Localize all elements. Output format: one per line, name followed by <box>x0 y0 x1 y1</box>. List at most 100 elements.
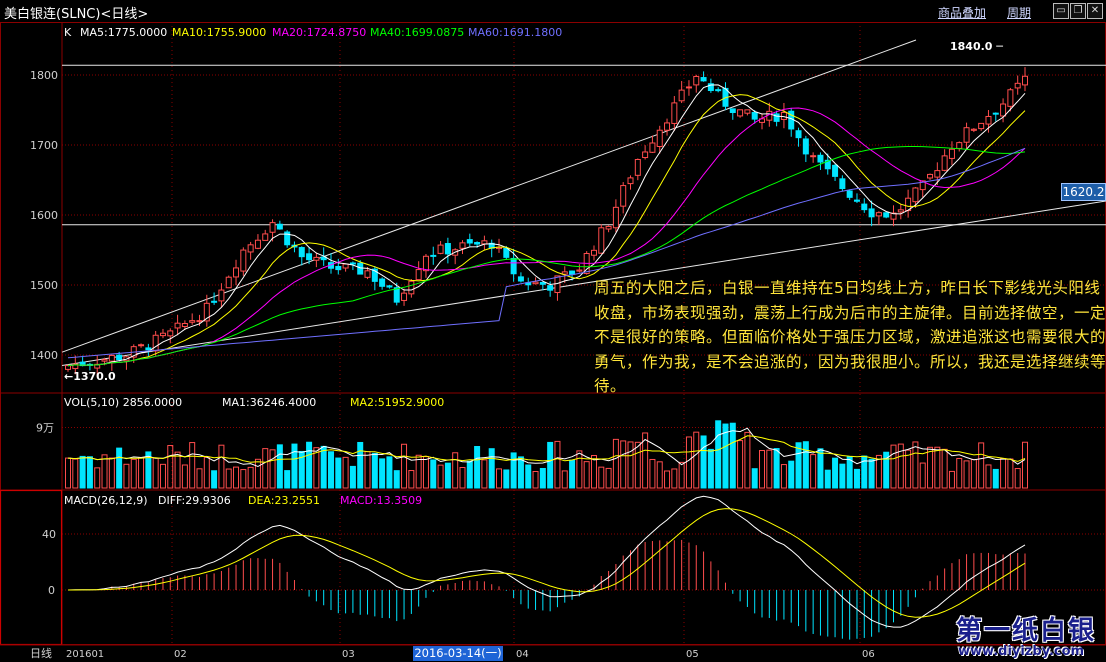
candle-body <box>167 330 174 337</box>
volume-bar <box>357 441 364 489</box>
volume-bar <box>327 451 334 489</box>
volume-bar <box>810 454 817 489</box>
volume-bar <box>948 470 955 489</box>
candle-body <box>335 265 342 271</box>
candle-body <box>693 75 700 86</box>
volume-bar <box>576 450 583 489</box>
volume-bar <box>145 451 152 489</box>
candle-body <box>561 271 568 275</box>
candle-body <box>342 263 349 269</box>
high-annotation: 1840.0 ─ <box>950 40 1003 53</box>
cursor-date: 2016-03-14(一) <box>413 646 503 661</box>
volume-bar <box>715 420 722 489</box>
macd-histogram <box>74 539 1026 640</box>
volume-bar <box>685 436 692 489</box>
candle-body <box>934 170 941 178</box>
volume-bar <box>751 468 758 489</box>
x-tick-label: 03 <box>342 649 355 660</box>
ma5-line <box>67 84 1026 367</box>
period-link[interactable]: 周期 <box>1007 6 1032 20</box>
volume-bar <box>620 440 627 489</box>
candle-body <box>802 138 809 155</box>
volume-bar <box>342 456 349 489</box>
candle-body <box>1000 103 1007 117</box>
restore-icon[interactable]: ❐ <box>1070 3 1086 19</box>
watermark-url: www.diyizby.com <box>958 644 1085 659</box>
volume-bar <box>963 460 970 489</box>
candle-body <box>225 276 232 289</box>
volume-bar <box>386 456 393 489</box>
volume-bar <box>72 458 79 489</box>
volume-bar <box>444 462 451 489</box>
candle-body <box>510 257 517 275</box>
candle-body <box>159 332 166 337</box>
volume-bar <box>298 450 305 489</box>
candle-body <box>276 223 283 230</box>
candle-body <box>262 233 269 241</box>
candle-body <box>313 256 320 261</box>
minimize-icon[interactable]: ▭ <box>1053 3 1069 19</box>
volume-bar <box>86 456 93 489</box>
x-tick-label: 05 <box>686 649 699 660</box>
candle-body <box>590 249 597 256</box>
volume-bar <box>116 447 123 489</box>
candle-body <box>707 83 714 92</box>
candle-body <box>620 185 627 207</box>
indicator-label: MA2:51952.9000 <box>350 396 444 409</box>
candle-body <box>547 285 554 291</box>
volume-bar <box>934 446 941 489</box>
candle-body <box>269 222 276 233</box>
candle-body <box>240 249 247 272</box>
volume-bar <box>313 447 320 489</box>
candle-body <box>927 173 934 179</box>
candle-body <box>671 102 678 124</box>
volume-bar <box>678 461 685 489</box>
x-tick-label: 06 <box>862 649 875 660</box>
volume-bar <box>196 468 203 489</box>
ma10-line <box>67 94 1026 367</box>
volume-bar <box>138 457 145 489</box>
volume-bar <box>649 458 656 489</box>
volume-bar <box>503 469 510 489</box>
candle-body <box>116 354 123 361</box>
candle-body <box>948 148 955 159</box>
volume-bar <box>94 467 101 489</box>
candle-body <box>605 225 612 230</box>
volume-bar <box>291 443 298 489</box>
candle-body <box>897 209 904 213</box>
volume-bar <box>927 446 934 489</box>
candle-body <box>956 142 963 149</box>
candle-body <box>196 320 203 323</box>
overlay-link[interactable]: 商品叠加 <box>938 6 987 20</box>
volume-bar <box>276 444 283 489</box>
volume-bar <box>1007 458 1014 489</box>
volume-bar <box>590 455 597 489</box>
volume-bar <box>883 451 890 489</box>
candle-body <box>320 256 327 261</box>
volume-bar <box>846 456 853 489</box>
volume-bar <box>474 446 481 489</box>
volume-bar <box>554 440 561 489</box>
volume-bar <box>349 465 356 489</box>
close-icon[interactable]: ✕ <box>1087 3 1103 19</box>
indicator-label: MA60:1691.1800 <box>468 26 562 39</box>
volume-bar <box>737 440 744 489</box>
candle-body <box>656 129 663 147</box>
candle-body <box>466 239 473 244</box>
candle-body <box>481 240 488 245</box>
analysis-text: 周五的大阳之后，白银一直维持在5日均线上方，昨日长下影线光头阳线收盘，市场表现强… <box>594 279 1106 395</box>
volume-bar <box>868 458 875 489</box>
volume-bar <box>1022 441 1028 489</box>
volume-bar <box>970 458 977 489</box>
volume-bar <box>415 454 422 489</box>
volume-bar <box>254 458 261 489</box>
candle-body <box>853 199 860 202</box>
candle-body <box>569 270 576 275</box>
candle-body <box>780 111 787 120</box>
candle-body <box>233 267 240 278</box>
volume-bar <box>897 443 904 489</box>
candle-body <box>65 365 71 370</box>
volume-bar <box>985 464 992 489</box>
watermark-logo: 第一纸白银 www.diyizby.com <box>950 610 1106 662</box>
